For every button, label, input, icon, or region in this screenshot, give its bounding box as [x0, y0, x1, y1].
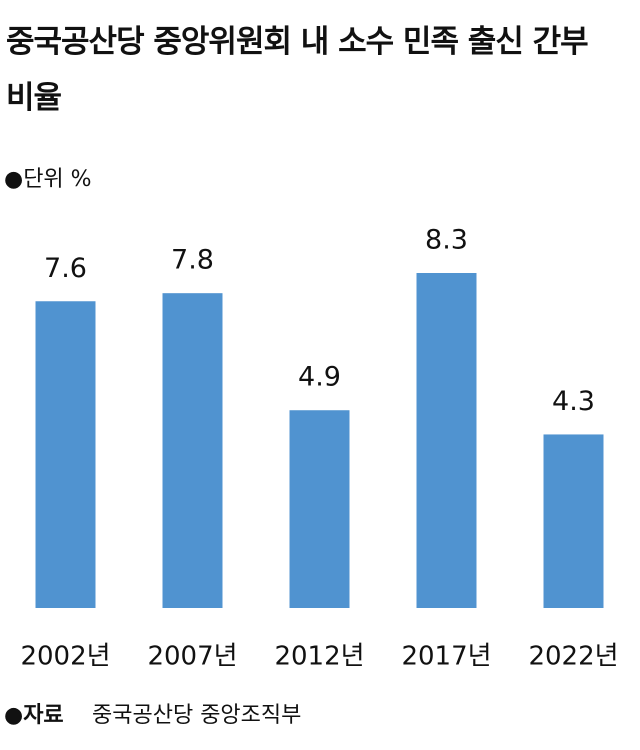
value-label: 4.3	[552, 386, 595, 417]
x-tick-label: 2017년	[401, 642, 491, 672]
x-tick-label: 2012년	[274, 642, 364, 672]
source-label: ●자료	[4, 703, 64, 728]
bar	[416, 273, 477, 608]
value-label: 7.6	[44, 253, 87, 284]
chart-title: 중국공산당 중앙위원회 내 소수 민족 출신 간부 비율	[6, 24, 589, 116]
value-label: 4.9	[298, 362, 341, 393]
x-tick-label: 2002년	[20, 642, 110, 672]
x-tick-label: 2022년	[528, 642, 618, 672]
value-label: 8.3	[425, 225, 468, 256]
source: 중국공산당 중앙조직부	[92, 703, 301, 728]
x-tick-label: 2007년	[147, 642, 237, 672]
value-label: 7.8	[171, 245, 214, 276]
unit-label: ●단위 %	[4, 167, 92, 192]
bar	[162, 293, 223, 608]
bar	[543, 434, 604, 608]
bar	[289, 410, 350, 608]
bar	[35, 301, 96, 608]
